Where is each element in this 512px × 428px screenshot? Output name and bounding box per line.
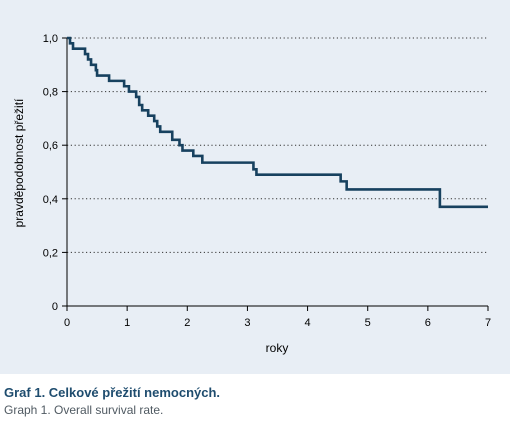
y-tick-label-5: 1,0 [43,33,58,45]
chart-panel: 0 0,2 0,4 0,6 0,8 1,0 0 1 2 3 4 5 6 7 roky pravděpodo… [0,0,510,374]
x-tick-label-3: 3 [244,317,250,329]
caption-title: Graf 1. Celkové přežití nemocných. [4,385,221,400]
x-tick-label-1: 1 [124,317,130,329]
y-tick-label-1: 0,2 [43,247,58,259]
x-tick-label-7: 7 [485,317,491,329]
caption-subtitle: Graph 1. Overall survival rate. [4,403,164,417]
y-tick-label-3: 0,6 [43,140,58,152]
figure-caption: Graf 1. Celkové přežití nemocných. Graph… [4,384,509,419]
grid-lines [67,37,488,253]
y-axis-title: pravděpodobnost přežití [12,98,26,227]
x-tick-label-0: 0 [64,317,70,329]
x-tick-label-2: 2 [184,317,190,329]
x-axis-title: roky [266,341,289,355]
y-tick-label-2: 0,4 [43,194,58,206]
x-tick-label-6: 6 [425,317,431,329]
tick-labels: 0 0,2 0,4 0,6 0,8 1,0 0 1 2 3 4 5 6 7 [43,33,491,329]
y-tick-label-4: 0,8 [43,87,58,99]
series-layer [67,36,488,209]
survival-curve-0 [67,36,488,209]
y-tick-label-0: 0 [52,301,58,313]
axes [62,37,489,311]
x-tick-label-4: 4 [305,317,311,329]
x-tick-label-5: 5 [365,317,371,329]
survival-chart: 0 0,2 0,4 0,6 0,8 1,0 0 1 2 3 4 5 6 7 roky pravděpodo… [12,33,491,355]
